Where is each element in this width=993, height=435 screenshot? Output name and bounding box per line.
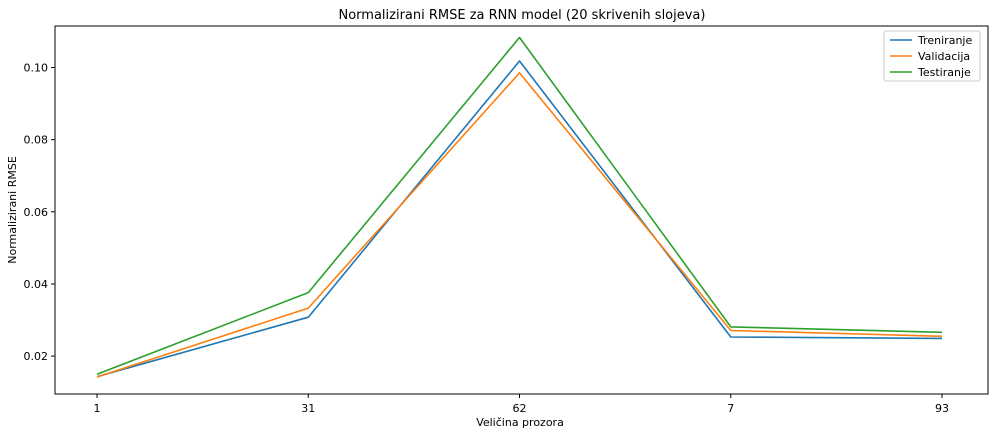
- chart-title: Normalizirani RMSE za RNN model (20 skri…: [339, 8, 706, 23]
- x-tick-label: 93: [935, 402, 949, 415]
- x-tick-label: 7: [727, 402, 734, 415]
- y-tick-label: 0.06: [24, 206, 49, 219]
- series-line-testiranje: [96, 36, 943, 375]
- y-axis: 0.02 0.04 0.06 0.08 0.10: [24, 61, 55, 363]
- series-line-validacija: [96, 72, 943, 378]
- series-line-treniranje: [96, 60, 943, 378]
- y-axis-label: Normalizirani RMSE: [6, 156, 19, 264]
- x-axis-label: Veličina prozora: [476, 416, 564, 429]
- series-lines: [96, 36, 943, 378]
- legend-label: Testiranje: [917, 66, 971, 79]
- y-tick-label: 0.10: [24, 61, 49, 74]
- y-tick-label: 0.02: [24, 350, 49, 363]
- legend: Treniranje Validacija Testiranje: [883, 30, 981, 82]
- y-tick-label: 0.08: [24, 134, 49, 147]
- legend-label: Validacija: [918, 50, 970, 63]
- legend-box: [883, 30, 981, 82]
- plot-frame: [54, 25, 989, 395]
- legend-label: Treniranje: [917, 34, 972, 47]
- x-axis: 1 31 62 7 93: [94, 394, 949, 415]
- x-tick-label: 31: [301, 402, 315, 415]
- plot-area: [54, 25, 989, 395]
- x-tick-label: 62: [513, 402, 527, 415]
- y-tick-label: 0.04: [24, 278, 49, 291]
- x-tick-label: 1: [94, 402, 101, 415]
